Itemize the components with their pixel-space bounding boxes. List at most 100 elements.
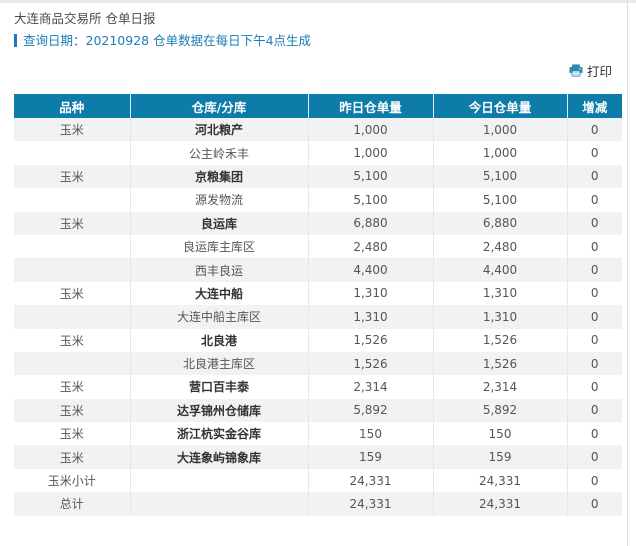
warehouse-cell: 河北粮产 bbox=[129, 118, 308, 142]
print-label: 打印 bbox=[586, 63, 612, 79]
today-qty-cell: 1,526 bbox=[432, 351, 567, 376]
yesterday-qty-cell: 1,000 bbox=[307, 141, 433, 165]
yesterday-qty-cell: 24,331 bbox=[307, 492, 433, 516]
variety-cell bbox=[14, 352, 130, 375]
warehouse-cell: 公主岭禾丰 bbox=[129, 141, 308, 165]
today-qty-cell: 4,400 bbox=[432, 258, 567, 282]
warehouse-cell bbox=[129, 492, 308, 516]
yesterday-qty-cell: 2,314 bbox=[307, 375, 433, 399]
variety-cell: 玉米 bbox=[59, 450, 84, 465]
today-qty-cell: 5,892 bbox=[432, 398, 567, 423]
today-qty-cell: 1,000 bbox=[432, 141, 567, 165]
yesterday-qty-cell: 1,000 bbox=[307, 118, 433, 142]
warehouse-cell: 北良港主库区 bbox=[129, 351, 308, 376]
warehouse-cell: 营口百丰泰 bbox=[129, 375, 308, 399]
table-row: 玉米 大连中船 1,310 1,310 0 bbox=[14, 281, 622, 306]
table-row: 西丰良运 4,400 4,400 0 bbox=[14, 258, 622, 282]
change-cell: 0 bbox=[566, 211, 622, 235]
change-cell: 0 bbox=[566, 141, 622, 165]
variety-cell: 玉米 bbox=[59, 216, 84, 231]
today-qty-cell: 1,000 bbox=[432, 118, 567, 142]
header-variety: 品种 bbox=[14, 94, 130, 118]
change-cell: 0 bbox=[566, 422, 622, 446]
variety-cell bbox=[14, 305, 130, 328]
change-cell: 0 bbox=[566, 351, 622, 376]
table-row: 玉米小计 24,331 24,331 0 bbox=[14, 468, 622, 493]
today-qty-cell: 24,331 bbox=[432, 468, 567, 493]
yesterday-qty-cell: 150 bbox=[307, 422, 433, 446]
change-cell: 0 bbox=[566, 398, 622, 423]
today-qty-cell: 1,310 bbox=[432, 281, 567, 306]
header-change: 增减 bbox=[566, 94, 622, 118]
yesterday-qty-cell: 6,880 bbox=[307, 211, 433, 235]
today-qty-cell: 5,100 bbox=[432, 188, 567, 212]
table-row: 玉米 营口百丰泰 2,314 2,314 0 bbox=[14, 375, 622, 399]
yesterday-qty-cell: 5,892 bbox=[307, 398, 433, 423]
today-qty-cell: 5,100 bbox=[432, 164, 567, 189]
change-cell: 0 bbox=[566, 328, 622, 352]
warehouse-cell: 良运库 bbox=[129, 211, 308, 235]
table-row: 玉米 北良港 1,526 1,526 0 bbox=[14, 328, 622, 352]
query-date-text: 查询日期：20210928 仓单数据在每日下午4点生成 bbox=[23, 33, 312, 48]
table-row: 源发物流 5,100 5,100 0 bbox=[14, 188, 622, 212]
yesterday-qty-cell: 5,100 bbox=[307, 188, 433, 212]
warehouse-cell: 北良港 bbox=[129, 328, 308, 352]
table-body: 玉米 河北粮产 1,000 1,000 0 公主岭禾丰 1,000 1,000 0 玉米 京粮集团 5… bbox=[14, 118, 622, 516]
table-header-row: 品种 仓库/分库 昨日仓单量 今日仓单量 增减 bbox=[14, 94, 622, 118]
change-cell: 0 bbox=[566, 188, 622, 212]
table-row: 玉米 京粮集团 5,100 5,100 0 bbox=[14, 164, 622, 189]
table-row: 总计 24,331 24,331 0 bbox=[14, 492, 622, 516]
toolbar-row: 打印 bbox=[0, 61, 612, 80]
today-qty-cell: 24,331 bbox=[432, 492, 567, 516]
query-indicator-bar bbox=[14, 34, 17, 47]
warehouse-cell: 大连象屿锦象库 bbox=[129, 445, 308, 469]
yesterday-qty-cell: 2,480 bbox=[307, 234, 433, 259]
change-cell: 0 bbox=[566, 445, 622, 469]
change-cell: 0 bbox=[566, 118, 622, 142]
warehouse-cell: 浙江杭实金谷库 bbox=[129, 422, 308, 446]
warehouse-cell: 西丰良运 bbox=[129, 258, 308, 282]
variety-cell bbox=[14, 258, 130, 281]
table-row: 良运库主库区 2,480 2,480 0 bbox=[14, 234, 622, 259]
warehouse-cell: 大连中船 bbox=[129, 281, 308, 306]
variety-cell: 总计 bbox=[59, 497, 84, 512]
today-qty-cell: 1,526 bbox=[432, 328, 567, 352]
warehouse-cell: 大连中船主库区 bbox=[129, 305, 308, 329]
variety-cell: 玉米 bbox=[59, 427, 84, 442]
today-qty-cell: 6,880 bbox=[432, 211, 567, 235]
change-cell: 0 bbox=[566, 305, 622, 329]
today-qty-cell: 2,480 bbox=[432, 234, 567, 259]
change-cell: 0 bbox=[566, 281, 622, 306]
yesterday-qty-cell: 1,310 bbox=[307, 281, 433, 306]
table-row: 大连中船主库区 1,310 1,310 0 bbox=[14, 305, 622, 329]
yesterday-qty-cell: 24,331 bbox=[307, 468, 433, 493]
table-row: 北良港主库区 1,526 1,526 0 bbox=[14, 351, 622, 376]
variety-cell: 玉米 bbox=[59, 333, 84, 348]
header-warehouse: 仓库/分库 bbox=[129, 94, 308, 118]
printer-icon bbox=[569, 63, 583, 77]
yesterday-qty-cell: 1,526 bbox=[307, 351, 433, 376]
change-cell: 0 bbox=[566, 258, 622, 282]
variety-cell bbox=[14, 235, 130, 258]
variety-cell bbox=[14, 188, 130, 211]
print-button[interactable]: 打印 bbox=[569, 61, 612, 80]
change-cell: 0 bbox=[566, 234, 622, 259]
yesterday-qty-cell: 1,310 bbox=[307, 305, 433, 329]
warehouse-cell: 源发物流 bbox=[129, 188, 308, 212]
today-qty-cell: 150 bbox=[432, 422, 567, 446]
change-cell: 0 bbox=[566, 468, 622, 493]
yesterday-qty-cell: 4,400 bbox=[307, 258, 433, 282]
top-divider-strip bbox=[0, 0, 636, 3]
table-row: 玉米 良运库 6,880 6,880 0 bbox=[14, 211, 622, 235]
header-yesterday-qty: 昨日仓单量 bbox=[307, 94, 433, 118]
variety-cell bbox=[14, 141, 130, 164]
variety-cell: 玉米 bbox=[59, 380, 84, 395]
warehouse-cell: 京粮集团 bbox=[129, 164, 308, 189]
query-date-row: 查询日期：20210928 仓单数据在每日下午4点生成 bbox=[14, 33, 636, 48]
change-cell: 0 bbox=[566, 375, 622, 399]
variety-cell: 玉米 bbox=[59, 169, 84, 184]
page-title: 大连商品交易所 仓单日报 bbox=[14, 11, 156, 26]
table-row: 玉米 河北粮产 1,000 1,000 0 bbox=[14, 118, 622, 142]
today-qty-cell: 1,310 bbox=[432, 305, 567, 329]
warehouse-receipt-table: 品种 仓库/分库 昨日仓单量 今日仓单量 增减 玉米 河北粮产 1,000 1,000… bbox=[14, 94, 622, 516]
